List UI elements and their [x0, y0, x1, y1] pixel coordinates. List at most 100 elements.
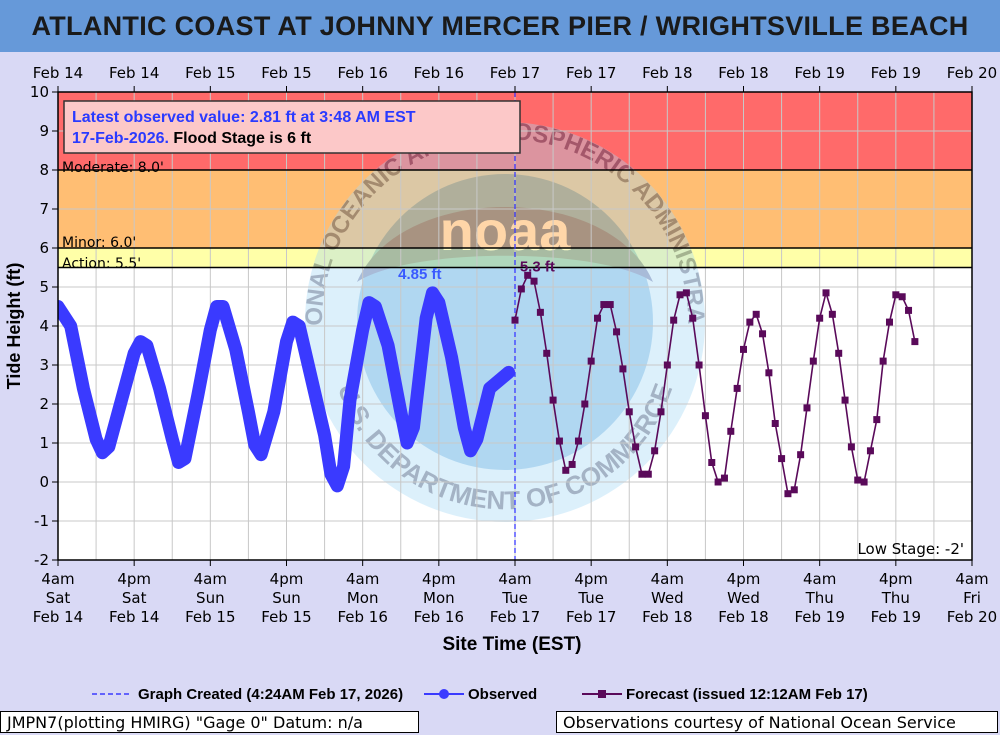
forecast-point [714, 478, 722, 486]
forecast-point [854, 476, 862, 484]
moderate-stage-label: Moderate: 8.0' [62, 160, 164, 176]
bottom-tick-date: Feb 18 [718, 608, 768, 626]
observed-line [58, 286, 516, 493]
forecast-point [632, 443, 640, 451]
forecast-point [562, 466, 570, 474]
bottom-tick-date: Feb 15 [185, 608, 235, 626]
forecast-point [689, 314, 697, 322]
forecast-point [740, 345, 747, 353]
bottom-tick-time: 4am [498, 570, 531, 588]
y-tick-label: 7 [39, 200, 49, 218]
annotation-line1: Latest observed value: 2.81 ft at 3:48 A… [72, 109, 416, 126]
forecast-point [574, 437, 582, 445]
bottom-tick-time: 4am [41, 570, 74, 588]
low-stage-label: Low Stage: -2' [857, 540, 964, 558]
forecast-point [803, 404, 811, 412]
action-stage-label: Action: 5.5' [62, 256, 141, 272]
top-tick-label: Feb 19 [794, 64, 844, 82]
forecast-point [841, 396, 849, 404]
bottom-tick-date: Feb 19 [794, 608, 844, 626]
forecast-point [587, 357, 595, 365]
forecast-point [879, 357, 887, 365]
forecast-point [784, 490, 792, 498]
legend-forecast-marker [598, 690, 606, 698]
bottom-tick-day: Thu [805, 589, 834, 607]
forecast-point [701, 412, 709, 420]
forecast-point [657, 408, 665, 416]
y-tick-label: 8 [39, 161, 49, 179]
chart-title-bar: ATLANTIC COAST AT JOHNNY MERCER PIER / W… [0, 0, 1000, 52]
forecast-point [911, 338, 919, 346]
annotation-line2: 17-Feb-2026. Flood Stage is 6 ft [72, 130, 312, 147]
forecast-point [752, 310, 760, 318]
top-tick-label: Feb 17 [566, 64, 616, 82]
bottom-tick-day: Wed [727, 589, 760, 607]
bottom-tick-time: 4pm [727, 570, 761, 588]
forecast-point [663, 361, 671, 369]
forecast-point [606, 301, 614, 309]
bottom-tick-day: Mon [423, 589, 455, 607]
y-tick-label: 3 [39, 356, 49, 374]
forecast-point [835, 349, 843, 357]
bottom-tick-day: Tue [577, 589, 604, 607]
bottom-tick-time: 4pm [117, 570, 151, 588]
legend-observed-marker [439, 689, 449, 699]
forecast-point [790, 486, 798, 494]
forecast-point [530, 277, 538, 285]
forecast-point [676, 291, 684, 299]
datum-info: JMPN7(plotting HMIRG) "Gage 0" Datum: n/… [0, 711, 419, 733]
bottom-tick-date: Feb 19 [871, 608, 921, 626]
bottom-tick-time: 4pm [879, 570, 913, 588]
bottom-tick-time: 4am [194, 570, 227, 588]
forecast-point [555, 437, 563, 445]
forecast-point [905, 306, 913, 314]
bottom-tick-day: Sun [272, 589, 301, 607]
forecast-point [898, 293, 906, 301]
y-axis-ticks: -2 -1 0 1 2 3 4 5 6 7 8 9 10 [30, 83, 58, 569]
legend-created-label: Graph Created (4:24AM Feb 17, 2026) [138, 686, 403, 703]
bottom-tick-day: Sun [196, 589, 225, 607]
y-tick-label: 1 [39, 434, 49, 452]
bottom-tick-time: 4pm [422, 570, 456, 588]
top-tick-label: Feb 14 [109, 64, 159, 82]
annotation-date: 17-Feb-2026. [72, 130, 169, 147]
forecast-point [765, 369, 773, 377]
top-tick-label: Feb 15 [185, 64, 235, 82]
x-axis-label: Site Time (EST) [442, 634, 581, 655]
latest-value-annotation: Latest observed value: 2.81 ft at 3:48 A… [63, 100, 521, 154]
forecast-point [619, 365, 627, 373]
y-tick-label: 4 [39, 317, 49, 335]
forecast-point [581, 400, 589, 408]
forecast-point [625, 408, 633, 416]
bottom-tick-date: Feb 17 [566, 608, 616, 626]
bottom-tick-day: Fri [963, 589, 981, 607]
bottom-tick-time: 4am [651, 570, 684, 588]
forecast-point [568, 460, 576, 468]
forecast-point [809, 357, 817, 365]
forecast-point [746, 318, 754, 326]
y-tick-label: 2 [39, 395, 49, 413]
watermark-center-text: noaa [440, 199, 572, 262]
forecast-point [638, 470, 646, 478]
legend-forecast-label: Forecast (issued 12:12AM Feb 17) [626, 686, 868, 703]
forecast-point [517, 285, 525, 293]
top-tick-label: Feb 20 [947, 64, 997, 82]
forecast-point [892, 291, 900, 299]
y-tick-label: -1 [34, 512, 49, 530]
bottom-tick-day: Tue [501, 589, 528, 607]
top-tick-label: Feb 17 [490, 64, 540, 82]
y-tick-label: 6 [39, 239, 49, 257]
y-tick-label: 9 [39, 122, 49, 140]
forecast-point [613, 328, 621, 336]
bottom-tick-time: 4pm [270, 570, 304, 588]
forecast-point [600, 301, 608, 309]
forecast-point [866, 447, 874, 455]
top-tick-label: Feb 15 [261, 64, 311, 82]
forecast-point [682, 289, 690, 297]
series-layer [58, 271, 919, 498]
bottom-tick-date: Feb 15 [261, 608, 311, 626]
forecast-point [594, 314, 602, 322]
top-tick-label: Feb 19 [871, 64, 921, 82]
top-axis-ticks: Feb 14 Feb 14 Feb 15 Feb 15 Feb 16 Feb 16 Feb … [33, 64, 997, 92]
observed-peak-label: 4.85 ft [398, 266, 441, 283]
